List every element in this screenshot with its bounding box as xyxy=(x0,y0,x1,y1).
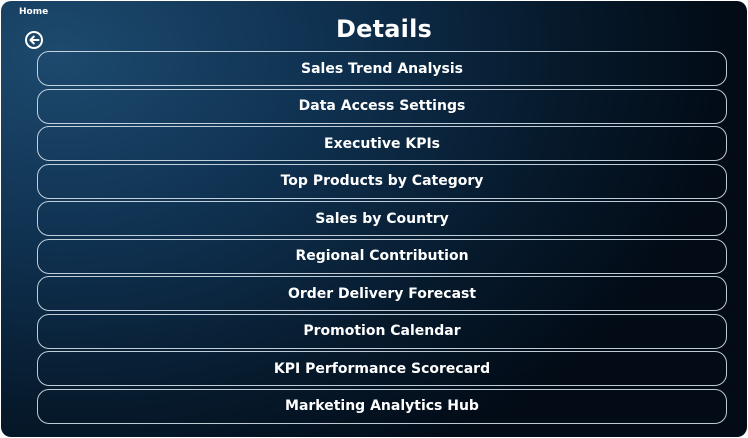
menu-item-marketing-analytics-hub[interactable]: Marketing Analytics Hub xyxy=(37,388,727,424)
back-arrow-circle-icon xyxy=(25,31,43,49)
menu-item-sales-by-country[interactable]: Sales by Country xyxy=(37,201,727,236)
menu-item-executive-kpis[interactable]: Executive KPIs xyxy=(37,126,727,161)
back-button[interactable] xyxy=(24,30,44,50)
page-title: Details xyxy=(335,15,432,43)
menu-item-order-delivery-forecast[interactable]: Order Delivery Forecast xyxy=(37,276,727,311)
menu-item-kpi-performance-scorecard[interactable]: KPI Performance Scorecard xyxy=(37,351,727,386)
menu-item-sales-trend-analysis[interactable]: Sales Trend Analysis xyxy=(37,51,727,86)
menu-item-data-access-settings[interactable]: Data Access Settings xyxy=(37,88,727,124)
menu-item-top-products-by-category[interactable]: Top Products by Category xyxy=(37,163,727,199)
menu-item-regional-contribution[interactable]: Regional Contribution xyxy=(37,238,727,274)
details-menu: Sales Trend Analysis Data Access Setting… xyxy=(37,51,727,426)
menu-item-promotion-calendar[interactable]: Promotion Calendar xyxy=(37,313,727,349)
home-label: Home xyxy=(19,7,49,17)
